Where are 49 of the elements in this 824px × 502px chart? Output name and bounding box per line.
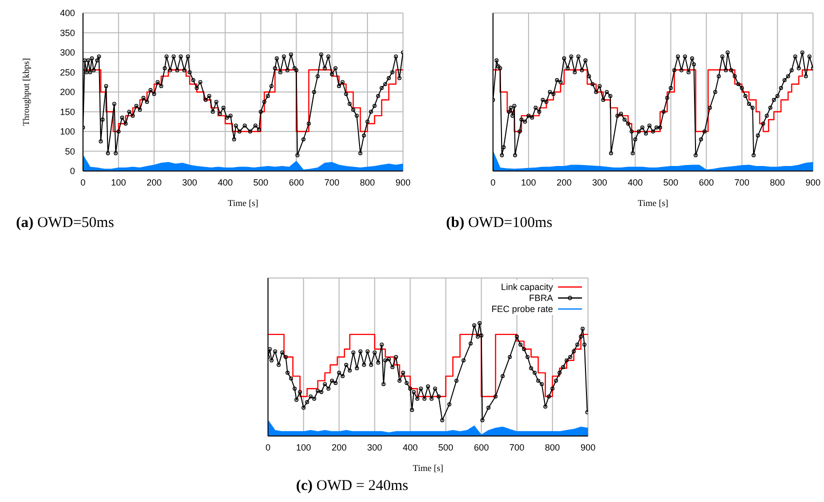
x-tick-label: 500 bbox=[438, 442, 454, 452]
y-tick-label: 250 bbox=[60, 67, 75, 78]
x-tick-label: 100 bbox=[521, 177, 536, 188]
x-axis-title: Time [s] bbox=[412, 463, 444, 473]
legend-label: FEC probe rate bbox=[491, 304, 553, 314]
x-tick-label: 400 bbox=[628, 177, 643, 188]
y-tick-label: 0 bbox=[70, 166, 75, 176]
x-tick-label: 100 bbox=[111, 177, 126, 188]
x-tick-label: 400 bbox=[402, 442, 418, 452]
x-tick-label: 0 bbox=[490, 177, 496, 188]
x-tick-label: 400 bbox=[218, 177, 233, 188]
y-tick-label: 200 bbox=[60, 87, 75, 98]
x-axis-title: Time [s] bbox=[638, 198, 668, 208]
x-tick-label: 0 bbox=[80, 177, 86, 188]
x-tick-label: 200 bbox=[556, 177, 572, 188]
x-tick-label: 700 bbox=[324, 177, 340, 188]
y-tick-label: 100 bbox=[60, 126, 75, 137]
legend-label: FBRA bbox=[528, 292, 553, 302]
x-tick-label: 600 bbox=[698, 177, 714, 188]
x-tick-label: 200 bbox=[332, 442, 347, 452]
text: (b) OWD=100ms bbox=[446, 215, 552, 232]
x-tick-label: 900 bbox=[580, 442, 596, 452]
x-tick-label: 900 bbox=[805, 177, 821, 188]
x-tick-label: 700 bbox=[509, 442, 524, 452]
x-tick-label: 800 bbox=[544, 442, 560, 452]
x-tick-label: 600 bbox=[288, 177, 304, 188]
x-tick-label: 600 bbox=[474, 442, 489, 452]
y-tick-label: 50 bbox=[64, 146, 75, 156]
x-tick-label: 300 bbox=[182, 177, 198, 188]
x-tick-label: 500 bbox=[253, 177, 268, 188]
x-tick-label: 100 bbox=[296, 442, 312, 452]
y-tick-label: 150 bbox=[60, 106, 75, 117]
x-tick-label: 900 bbox=[395, 177, 411, 188]
y-tick-label: 350 bbox=[60, 28, 75, 38]
legend-label: Link capacity bbox=[500, 282, 553, 292]
y-axis-title: Throughput [kbps] bbox=[21, 58, 32, 126]
x-tick-label: 500 bbox=[663, 177, 678, 188]
x-tick-label: 300 bbox=[592, 177, 608, 188]
y-tick-label: 300 bbox=[60, 48, 75, 58]
text: (a) OWD=50ms bbox=[16, 215, 114, 232]
text: (c) OWD = 240ms bbox=[296, 478, 408, 495]
y-tick-label: 400 bbox=[60, 8, 75, 18]
x-axis-title: Time [s] bbox=[228, 198, 258, 208]
x-tick-label: 300 bbox=[367, 442, 382, 452]
x-tick-label: 700 bbox=[734, 177, 750, 188]
x-tick-label: 200 bbox=[146, 177, 162, 188]
x-tick-label: 800 bbox=[770, 177, 785, 188]
x-tick-label: 800 bbox=[360, 177, 375, 188]
x-tick-label: 0 bbox=[265, 442, 271, 452]
